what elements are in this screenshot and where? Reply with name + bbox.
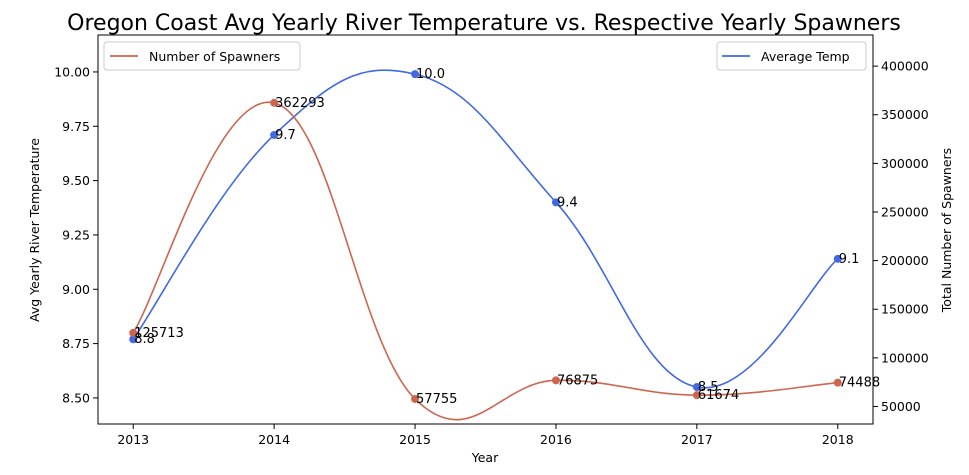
y-left-tick-label: 8.75 [62, 336, 90, 351]
marker-spawners [833, 378, 842, 387]
marker-spawners [270, 98, 279, 107]
legend-spawners: Number of Spawners [103, 41, 301, 71]
data-label-spawners: 125713 [134, 326, 184, 341]
data-label-spawners: 74488 [839, 376, 880, 391]
y-right-tick-label: 350000 [881, 107, 929, 122]
y-right-tick-label: 400000 [881, 59, 929, 74]
legend-average-temp-label: Average Temp [761, 49, 850, 64]
data-label-average-temp: 10.0 [416, 67, 445, 82]
marker-average-temp [129, 335, 138, 344]
line-average-temp [132, 69, 839, 389]
x-axis: 2013 2014 2015 2016 2017 2018 [117, 424, 854, 447]
y-right-tick-label: 150000 [881, 302, 929, 317]
x-tick-label: 2018 [822, 432, 854, 447]
data-labels: 8.8 9.7 10.0 9.4 8.5 9.1 125713 362293 57755 7687… [134, 67, 880, 407]
data-label-spawners: 57755 [416, 392, 457, 407]
line-spawners [132, 101, 838, 421]
series-markers [129, 70, 842, 403]
data-label-spawners: 76875 [557, 373, 598, 388]
x-tick-label: 2017 [681, 432, 713, 447]
y-axis-left: 8.50 8.75 9.00 9.25 9.50 9.75 10.00 [54, 64, 98, 405]
y-right-tick-label: 300000 [881, 156, 929, 171]
y-axis-right-label: Total Number of Spawners [939, 148, 954, 313]
data-label-average-temp: 8.5 [698, 380, 719, 395]
marker-average-temp [270, 130, 279, 139]
x-tick-label: 2015 [399, 432, 431, 447]
data-label-average-temp: 9.1 [839, 252, 860, 267]
data-label-spawners: 362293 [275, 96, 325, 111]
y-left-tick-label: 9.50 [62, 173, 90, 188]
y-right-tick-label: 100000 [881, 350, 929, 365]
series-curves [132, 69, 839, 421]
y-right-tick-label: 250000 [881, 204, 929, 219]
legend-average-temp: Average Temp [716, 41, 867, 71]
y-axis-right: 50000 100000 150000 200000 250000 300000 35000… [873, 59, 929, 414]
y-left-tick-label: 8.50 [62, 390, 90, 405]
marker-spawners [411, 394, 420, 403]
marker-average-temp [692, 383, 701, 392]
legend-spawners-label: Number of Spawners [149, 49, 280, 64]
y-right-tick-label: 50000 [881, 399, 921, 414]
marker-spawners [551, 376, 560, 385]
data-label-average-temp: 9.7 [275, 128, 296, 143]
data-label-average-temp: 8.8 [134, 332, 155, 347]
legend-spawners-box [103, 41, 301, 71]
marker-average-temp [411, 70, 420, 79]
marker-spawners [692, 391, 701, 400]
y-axis-left-label: Avg Yearly River Temperature [27, 138, 42, 322]
legend-average-temp-box [716, 41, 867, 71]
data-label-average-temp: 9.4 [557, 195, 578, 210]
marker-average-temp [833, 254, 842, 263]
y-right-tick-label: 200000 [881, 253, 929, 268]
y-left-tick-label: 10.00 [54, 64, 90, 79]
marker-average-temp [551, 198, 560, 207]
plot-frame [97, 34, 874, 425]
y-left-tick-label: 9.00 [62, 282, 90, 297]
chart-title: Oregon Coast Avg Yearly River Temperatur… [67, 11, 901, 36]
x-tick-label: 2013 [117, 432, 149, 447]
x-axis-label: Year [471, 450, 499, 465]
marker-spawners [129, 328, 138, 337]
x-tick-label: 2016 [540, 432, 572, 447]
x-tick-label: 2014 [258, 432, 290, 447]
y-left-tick-label: 9.75 [62, 119, 90, 134]
data-label-spawners: 61674 [698, 388, 739, 403]
y-left-tick-label: 9.25 [62, 227, 90, 242]
